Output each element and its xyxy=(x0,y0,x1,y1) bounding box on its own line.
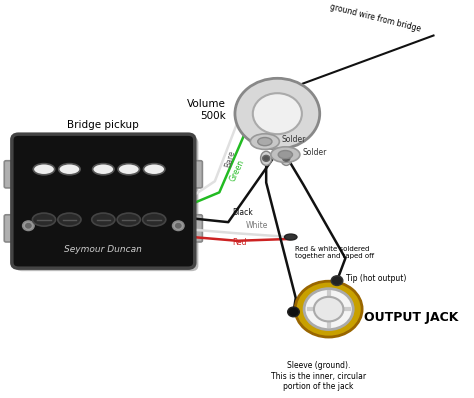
Text: Bridge pickup: Bridge pickup xyxy=(67,121,139,131)
Ellipse shape xyxy=(32,213,55,226)
FancyBboxPatch shape xyxy=(4,161,25,188)
Circle shape xyxy=(23,221,34,230)
Ellipse shape xyxy=(143,213,166,226)
Circle shape xyxy=(283,155,290,161)
Ellipse shape xyxy=(261,151,272,166)
Circle shape xyxy=(314,297,343,322)
Text: White: White xyxy=(246,221,268,230)
Ellipse shape xyxy=(144,164,165,175)
Ellipse shape xyxy=(59,164,80,175)
FancyBboxPatch shape xyxy=(182,161,202,188)
FancyBboxPatch shape xyxy=(182,215,202,242)
Text: OUTPUT JACK: OUTPUT JACK xyxy=(365,311,459,324)
Text: Bare: Bare xyxy=(224,149,237,168)
Text: Black: Black xyxy=(233,209,254,217)
Circle shape xyxy=(288,307,299,317)
Ellipse shape xyxy=(117,213,140,226)
Circle shape xyxy=(173,221,184,230)
Ellipse shape xyxy=(118,164,139,175)
Circle shape xyxy=(26,224,31,228)
FancyBboxPatch shape xyxy=(4,215,25,242)
Text: ground wire from bridge: ground wire from bridge xyxy=(329,2,422,34)
Ellipse shape xyxy=(281,151,292,166)
Text: Volume
500k: Volume 500k xyxy=(187,99,226,121)
Ellipse shape xyxy=(33,164,55,175)
Ellipse shape xyxy=(278,150,292,159)
FancyBboxPatch shape xyxy=(16,137,198,271)
Ellipse shape xyxy=(258,137,272,146)
Ellipse shape xyxy=(58,213,81,226)
Circle shape xyxy=(253,93,302,134)
Ellipse shape xyxy=(284,234,297,240)
Circle shape xyxy=(235,78,320,149)
Text: Red & white soldered
together and taped off: Red & white soldered together and taped … xyxy=(295,246,374,259)
Circle shape xyxy=(331,276,343,285)
Ellipse shape xyxy=(92,164,114,175)
Text: Solder: Solder xyxy=(282,135,306,144)
Circle shape xyxy=(304,289,353,330)
Circle shape xyxy=(263,155,270,161)
FancyBboxPatch shape xyxy=(12,134,195,268)
Text: Red: Red xyxy=(233,238,247,247)
Text: Solder: Solder xyxy=(302,148,327,157)
Text: Tip (hot output): Tip (hot output) xyxy=(346,274,406,283)
Ellipse shape xyxy=(250,134,279,149)
Text: Green: Green xyxy=(228,158,246,183)
Ellipse shape xyxy=(91,213,115,226)
Circle shape xyxy=(295,281,362,337)
Text: Sleeve (ground).
This is the inner, circular
portion of the jack: Sleeve (ground). This is the inner, circ… xyxy=(271,361,366,391)
Ellipse shape xyxy=(271,147,300,162)
Circle shape xyxy=(175,224,181,228)
Text: Seymour Duncan: Seymour Duncan xyxy=(64,246,142,254)
